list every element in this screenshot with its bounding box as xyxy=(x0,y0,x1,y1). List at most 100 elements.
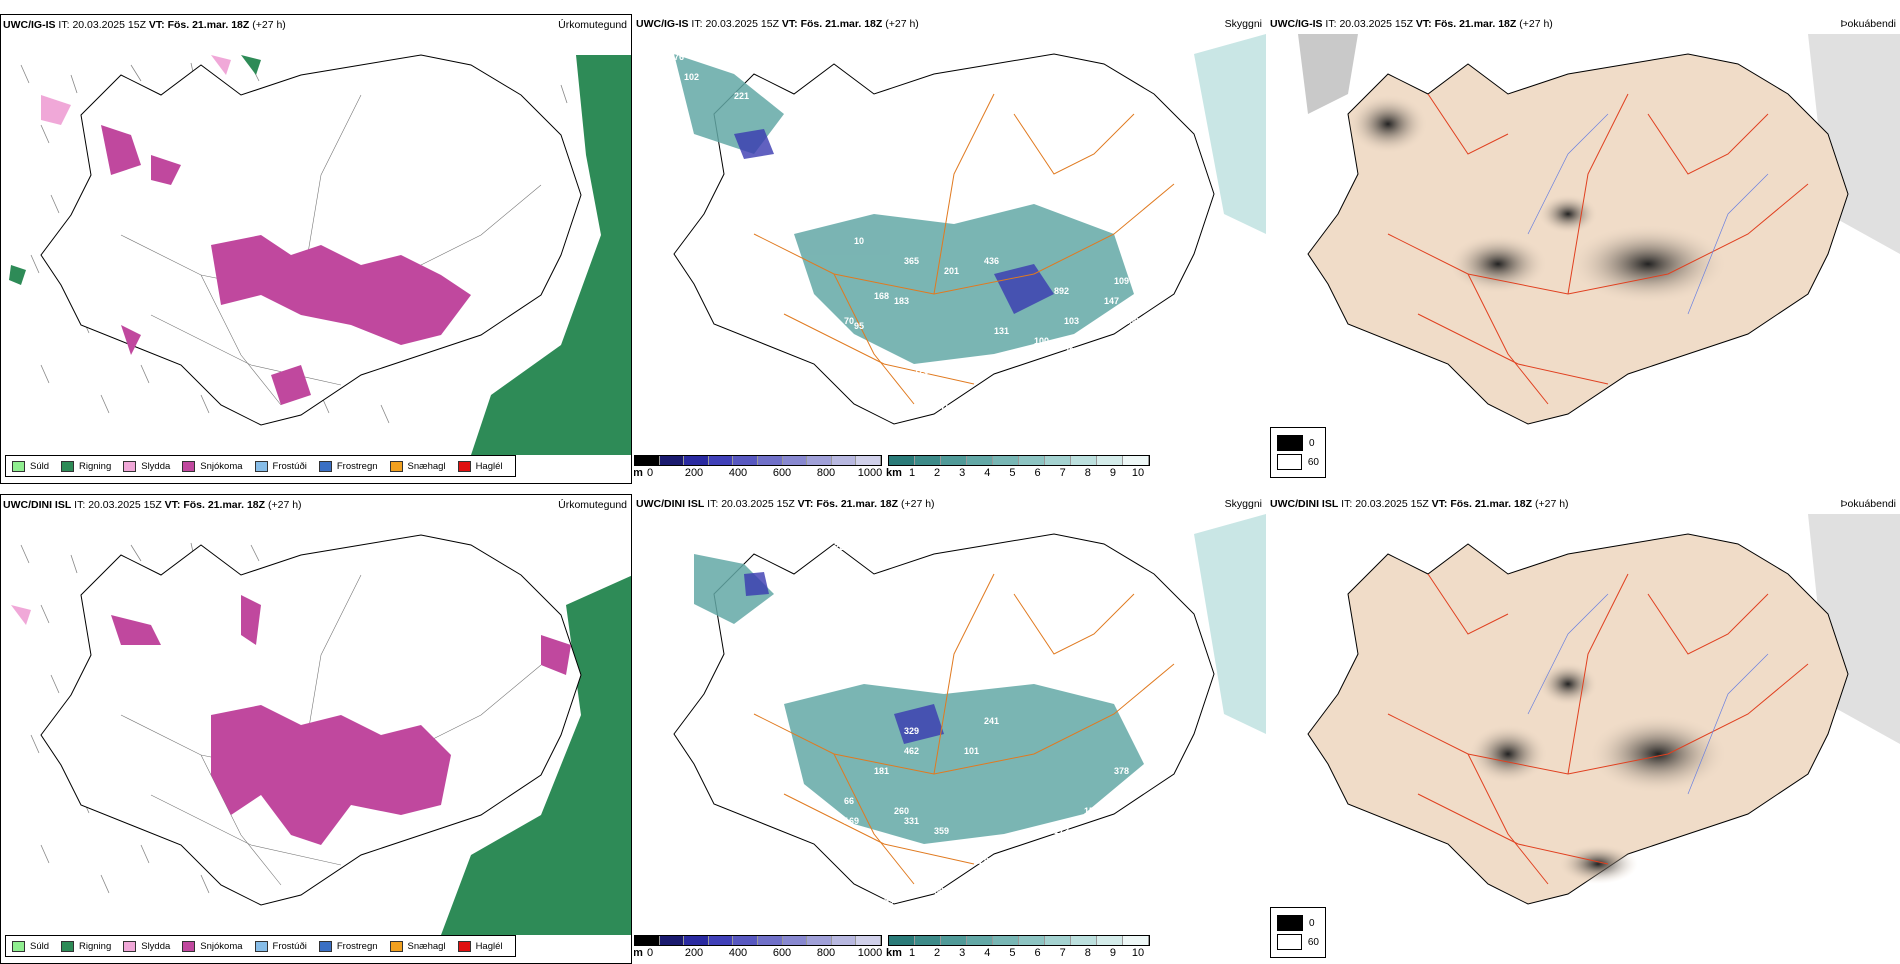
colorbar-tick: 5 xyxy=(1009,467,1016,479)
cloud-base-label: 378 xyxy=(1114,766,1129,776)
colorbar-tick: 1 xyxy=(908,467,916,479)
cloud-base-label: 109 xyxy=(1114,276,1129,286)
panel-header: UWC/IG-IS IT: 20.03.2025 15Z VT: Fös. 21… xyxy=(1270,18,1553,30)
cloud-base-label: 131 xyxy=(994,326,1009,336)
colorbar-tick: 10 xyxy=(1131,947,1145,959)
legend-label: Haglél xyxy=(475,940,503,952)
cloud-base-label: 150 xyxy=(1124,316,1139,326)
panel-title: Skyggni xyxy=(1224,18,1262,30)
fog-legend-row: 60 xyxy=(1277,454,1319,470)
colorbar-tick: 0 xyxy=(646,947,654,959)
legend-swatch xyxy=(1277,435,1303,451)
colorbar-cell xyxy=(1123,936,1149,945)
legend-swatch xyxy=(318,460,332,472)
cloud-base-label: 181 xyxy=(874,766,889,776)
colorbar-cell xyxy=(831,456,857,465)
legend-swatch xyxy=(389,460,403,472)
colorbar-tick: 1000 xyxy=(857,467,883,479)
panel-title: Þokuábendi xyxy=(1840,498,1896,510)
cloud-base-label: 64 xyxy=(944,906,954,916)
colorbar-cell xyxy=(807,936,832,945)
colorbar-tick: 8 xyxy=(1084,467,1091,479)
colorbar-cell xyxy=(1097,456,1123,465)
legend-label: Frostregn xyxy=(336,940,378,952)
legend-swatch xyxy=(1277,454,1302,470)
panel-title: Úrkomutegund xyxy=(558,499,627,511)
cloud-base-label: 95 xyxy=(854,321,864,331)
colorbar-tick: 4 xyxy=(984,947,991,959)
precip-type-panel-bottom: UWC/DINI ISL IT: 20.03.2025 15Z VT: Fös.… xyxy=(0,494,632,964)
colorbar-tick: 600 xyxy=(772,467,792,479)
colorbar-cell xyxy=(856,936,881,945)
cloud-base-label: 56 xyxy=(934,886,944,896)
legend-label: Slydda xyxy=(141,940,171,952)
cloud-base-label: 141 xyxy=(934,401,949,411)
colorbar-tick: 0 xyxy=(646,467,654,479)
panel-header: UWC/DINI ISL IT: 20.03.2025 15Z VT: Fös.… xyxy=(3,499,302,511)
colorbar-cell xyxy=(733,936,758,945)
fog-legend: 0 60 xyxy=(1270,427,1326,478)
colorbar-cell xyxy=(915,936,941,945)
legend-item: Súld xyxy=(12,460,49,472)
legend-label: Snæhagl xyxy=(407,460,446,472)
colorbar-cell xyxy=(1097,936,1123,945)
legend-item: Haglél xyxy=(457,460,503,472)
cloud-base-label: 103 xyxy=(1064,316,1079,326)
colorbar-cell xyxy=(684,936,709,945)
colorbar-tick: 8 xyxy=(1084,947,1091,959)
fog-legend-row: 0 xyxy=(1277,915,1319,931)
legend-label: Snjókoma xyxy=(200,940,243,952)
fog-legend-row: 60 xyxy=(1277,934,1319,950)
legend-label: 60 xyxy=(1307,456,1319,468)
colorbar-cell xyxy=(889,456,915,465)
cloudbase-colorbar: m 0 200 400 600 800 1000 xyxy=(634,935,882,960)
cloud-panel-bottom: UWC/DINI ISL IT: 20.03.2025 15Z VT: Fös.… xyxy=(634,494,1266,964)
visibility-colorbar: km 1 2 3 4 5 6 7 8 9 10 xyxy=(886,455,1150,480)
colorbar-cell xyxy=(993,456,1019,465)
precip-type-map xyxy=(11,534,631,935)
colorbar-cell xyxy=(941,456,967,465)
panel-header: UWC/IG-IS IT: 20.03.2025 15Z VT: Fös. 21… xyxy=(3,19,286,31)
cloud-base-label: 127 xyxy=(754,612,769,622)
cloud-base-label: 329 xyxy=(904,726,919,736)
colorbar-cell xyxy=(635,936,660,945)
colorbar-cell xyxy=(708,936,734,945)
legend-swatch xyxy=(182,460,196,472)
colorbar-cell xyxy=(856,456,881,465)
colorbar-cell xyxy=(1071,456,1097,465)
precip-legend: Súld Rigning Slydda Snjókoma Frostúði Frostre… xyxy=(5,455,516,477)
colorbar-tick: 9 xyxy=(1109,947,1116,959)
cloud-base-label: 76 xyxy=(674,52,684,62)
colorbar-tick: 2 xyxy=(934,467,941,479)
fog-legend-row: 0 xyxy=(1277,435,1319,451)
cloud-base-label: 100 xyxy=(1034,336,1049,346)
legend-swatch xyxy=(1277,934,1302,950)
cloud-base-label: 201 xyxy=(944,266,959,276)
colorbar-tick: 200 xyxy=(684,467,704,479)
cloud-base-label: 115 xyxy=(744,652,759,662)
cloud-base-label: 224 xyxy=(834,542,849,552)
legend-label: Frostúði xyxy=(272,940,307,952)
colorbar-tick: 9 xyxy=(1109,467,1116,479)
legend-label: Súld xyxy=(30,940,50,952)
fog-panel-top: UWC/IG-IS IT: 20.03.2025 15Z VT: Fös. 21… xyxy=(1268,14,1900,484)
panel-header: UWC/DINI ISL IT: 20.03.2025 15Z VT: Fös.… xyxy=(636,498,935,510)
cloud-base-label: 102 xyxy=(684,72,699,82)
cloud-base-label: 241 xyxy=(984,716,999,726)
legend-swatch xyxy=(61,460,75,472)
legend-swatch xyxy=(457,460,471,472)
colorbar-tick: 3 xyxy=(959,947,966,959)
colorbar-tick: 800 xyxy=(816,467,836,479)
colorbar-cell xyxy=(1071,936,1097,945)
legend-label: Slydda xyxy=(141,460,171,472)
legend-label: 60 xyxy=(1307,936,1319,948)
cloud-base-label: 58 xyxy=(774,166,784,176)
colorbar-cell xyxy=(1019,456,1045,465)
colorbar-cell xyxy=(684,456,709,465)
cloud-base-label: 155 xyxy=(1104,796,1119,806)
precip-type-map xyxy=(9,54,631,455)
cloud-base-label: 210 xyxy=(774,96,789,106)
colorbar-unit: km xyxy=(886,467,902,479)
colorbar-cell xyxy=(967,936,993,945)
